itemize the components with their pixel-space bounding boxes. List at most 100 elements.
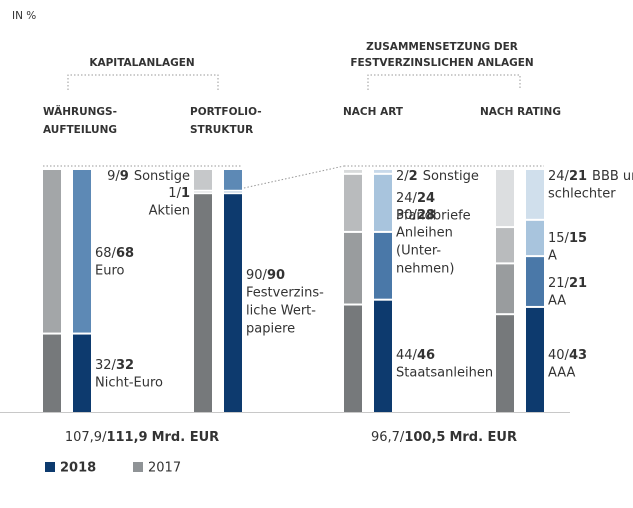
segment-name: Sonstige xyxy=(134,169,190,184)
bar-segment xyxy=(344,233,362,304)
total-unit: Mrd. EUR xyxy=(449,430,517,445)
segment-name: Nicht-Euro xyxy=(95,376,163,391)
section-title: FESTVERZINSLICHEN ANLAGEN xyxy=(350,57,533,69)
segment-name: Staatsanleihen xyxy=(396,366,493,381)
bracket xyxy=(68,75,218,90)
value-2018: 46 xyxy=(417,348,435,363)
segment-name: BBB und xyxy=(592,169,633,184)
legend-label: 2018 xyxy=(60,461,96,476)
bar-segment xyxy=(43,335,61,412)
bar-segment xyxy=(224,194,242,412)
value-2018: 2 xyxy=(409,169,418,184)
value-2017: 2 xyxy=(396,169,404,184)
segment-label: 68/68 xyxy=(95,246,134,261)
group-title: AUFTEILUNG xyxy=(43,124,117,136)
segment-label: 24/24 xyxy=(396,191,435,206)
segment-label: 90/90 xyxy=(246,268,285,283)
value-2017: 9 xyxy=(107,169,115,184)
bar-segment xyxy=(526,308,544,412)
segment-name: schlechter xyxy=(548,187,616,202)
segment-label: 21/21 xyxy=(548,276,587,291)
total-unit: Mrd. EUR xyxy=(152,430,220,445)
value-2018: 68 xyxy=(116,246,134,261)
value-2018: 32 xyxy=(116,358,134,373)
segment-name: liche Wert- xyxy=(246,304,316,319)
section-title: ZUSAMMENSETZUNG DER xyxy=(366,41,518,53)
total-2017: 107,9 xyxy=(65,430,102,445)
legend-label: 2017 xyxy=(148,461,181,476)
segment-name: Euro xyxy=(95,264,125,279)
total-2018: 111,9 xyxy=(106,430,147,445)
value-2017: 40 xyxy=(548,348,565,363)
bar-segment xyxy=(496,170,514,226)
bar-segment xyxy=(526,257,544,306)
bar-segment xyxy=(374,301,392,412)
bar-segment xyxy=(73,170,91,333)
bar-segment xyxy=(496,315,514,412)
legend-swatch xyxy=(45,462,55,472)
segment-label: 44/46 xyxy=(396,348,435,363)
group-title: NACH RATING xyxy=(480,106,561,118)
value-2017: 1 xyxy=(168,186,176,201)
bar-segment xyxy=(496,264,514,313)
bar-segment xyxy=(496,228,514,262)
value-2017: 32 xyxy=(95,358,112,373)
section-title: KAPITALANLAGEN xyxy=(89,57,194,69)
total-2018: 100,5 xyxy=(404,430,445,445)
value-2017: 90 xyxy=(246,268,263,283)
value-2018: 43 xyxy=(569,348,587,363)
total-2017: 96,7 xyxy=(371,430,400,445)
segment-name: Aktien xyxy=(149,204,190,219)
bar-segment xyxy=(194,170,212,190)
segment-name: nehmen) xyxy=(396,262,454,277)
value-2017: 24 xyxy=(396,191,413,206)
group-title: STRUKTUR xyxy=(190,124,253,136)
segment-name: papiere xyxy=(246,322,295,337)
value-2017: 15 xyxy=(548,231,565,246)
bar-segment xyxy=(374,170,392,173)
segment-name: AAA xyxy=(548,366,576,381)
bar-segment xyxy=(73,335,91,412)
value-2018: 21 xyxy=(569,276,587,291)
value-2018: 1 xyxy=(181,186,190,201)
value-2018: 15 xyxy=(569,231,587,246)
segment-name: Anleihen xyxy=(396,226,453,241)
bar-segment xyxy=(224,170,242,190)
group-title: NACH ART xyxy=(343,106,404,118)
segment-label: 40/43 xyxy=(548,348,587,363)
bar-segment xyxy=(194,194,212,412)
legend-swatch xyxy=(133,462,143,472)
segment-name: Festverzins- xyxy=(246,286,324,301)
segment-name: AA xyxy=(548,294,566,309)
value-2018: 24 xyxy=(417,191,435,206)
value-2017: 44 xyxy=(396,348,413,363)
bar-segment xyxy=(526,170,544,219)
segment-label: 15/15 xyxy=(548,231,587,246)
segment-name: Pfandbriefe xyxy=(396,209,471,224)
value-2017: 24 xyxy=(548,169,565,184)
value-2018: 9 xyxy=(120,169,129,184)
bar-segment xyxy=(526,221,544,255)
bar-segment xyxy=(374,175,392,231)
segment-label: 32/32 xyxy=(95,358,134,373)
bar-segment xyxy=(344,175,362,231)
bar-segment xyxy=(344,170,362,173)
value-2018: 90 xyxy=(267,268,285,283)
bar-segment xyxy=(43,170,61,333)
value-2017: 68 xyxy=(95,246,112,261)
segment-label: 1/1 xyxy=(168,186,190,201)
bar-segment xyxy=(374,233,392,299)
segment-name: Sonstige xyxy=(423,169,479,184)
bracket xyxy=(368,75,520,90)
group-title: PORTFOLIO- xyxy=(190,106,262,118)
segment-name: A xyxy=(548,249,557,264)
value-2018: 21 xyxy=(569,169,587,184)
group-title: WÄHRUNGS- xyxy=(43,104,117,118)
dotted-connector xyxy=(244,166,344,188)
